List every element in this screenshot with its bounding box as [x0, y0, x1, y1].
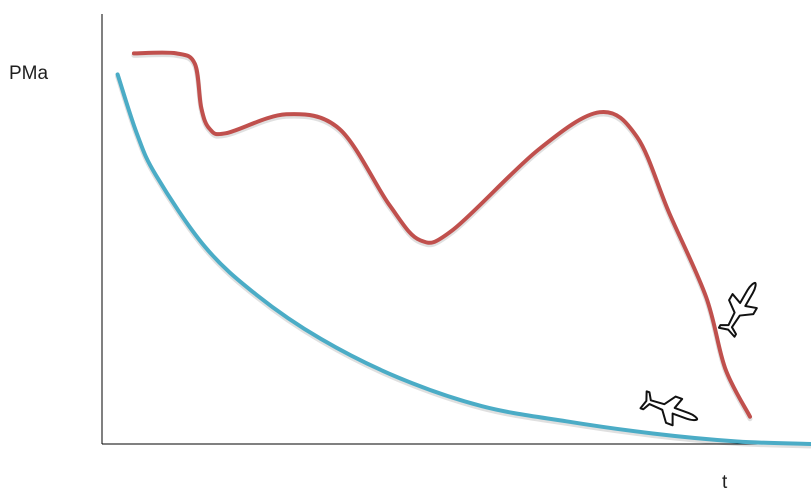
airplane-icon	[717, 281, 758, 338]
x-axis-label: t	[722, 472, 728, 490]
series-1-line	[131, 50, 752, 419]
series-2-shadow	[115, 73, 811, 449]
y-axis-label: PMa	[9, 63, 49, 84]
series-2-line	[115, 72, 811, 446]
airplane-icon	[639, 390, 699, 427]
